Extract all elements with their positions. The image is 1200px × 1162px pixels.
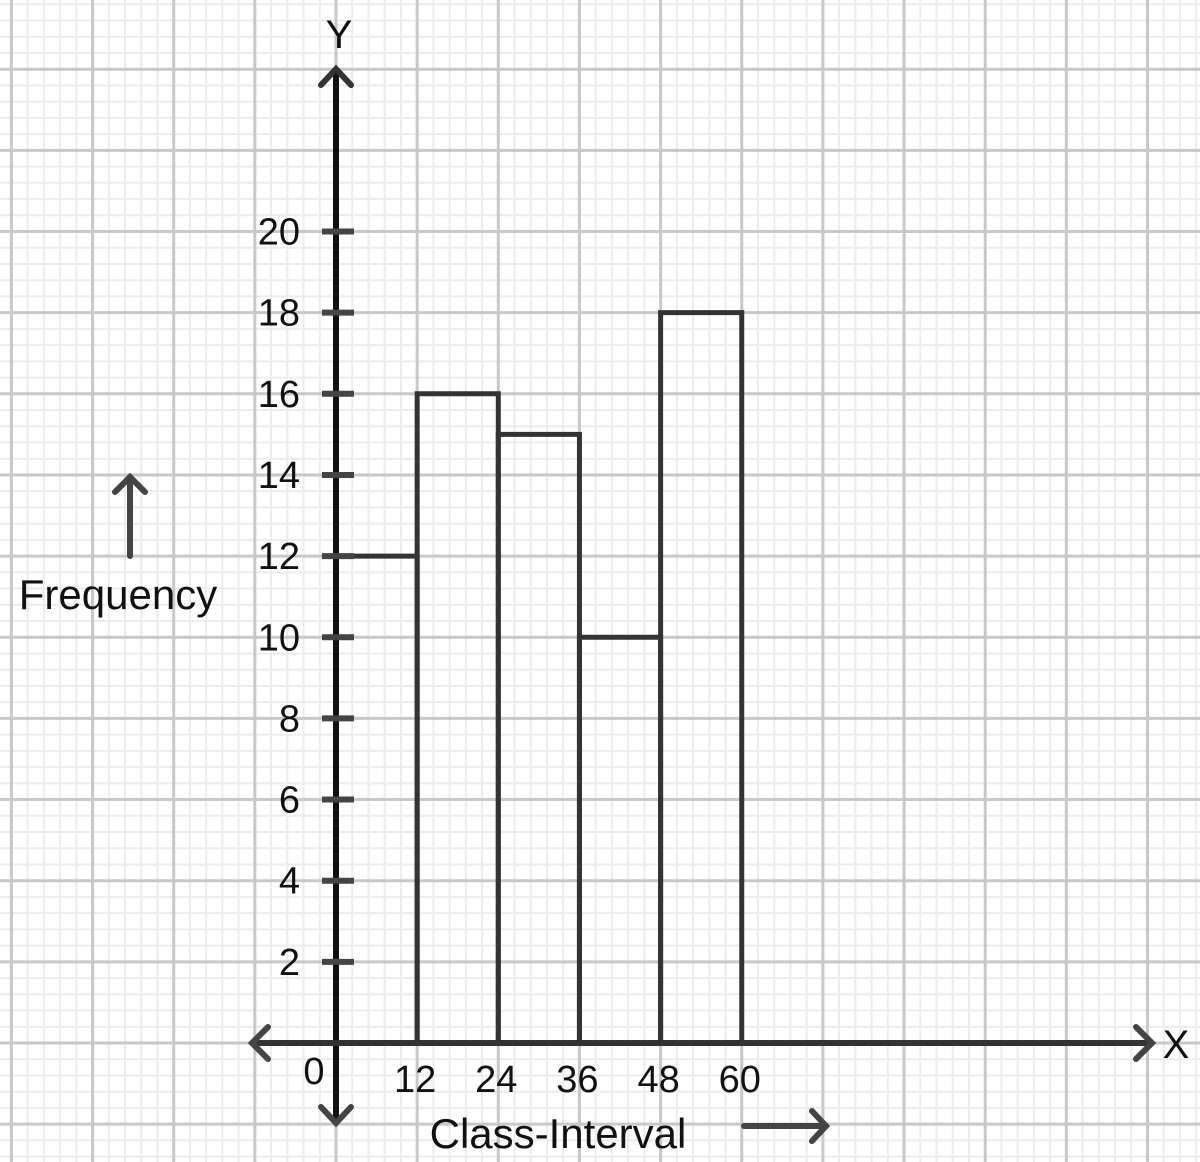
y-axis-down-arrow-icon [318, 1104, 354, 1128]
y-axis-letter: Y [326, 13, 353, 57]
y-tick-label: 2 [279, 942, 300, 984]
y-tick-label: 14 [258, 455, 300, 497]
y-tick-label: 4 [279, 861, 300, 903]
y-axis-title: Frequency [19, 571, 217, 618]
origin-label: 0 [303, 1051, 324, 1093]
frequency-up-arrow-icon [112, 472, 148, 559]
histogram-bar [658, 310, 745, 1043]
x-tick-label: 24 [475, 1059, 517, 1101]
x-tick-label: 12 [394, 1059, 436, 1101]
x-tick-label: 48 [637, 1059, 679, 1101]
x-tick-label: 36 [556, 1059, 598, 1101]
y-tick-label: 10 [258, 617, 300, 659]
y-tick-label: 6 [279, 780, 300, 822]
y-tick-label: 8 [279, 698, 300, 740]
x-axis-right-arrow-icon [1133, 1024, 1157, 1062]
x-axis-letter: X [1163, 1023, 1190, 1067]
y-tick-label: 16 [258, 374, 300, 416]
histogram-bar [576, 634, 664, 1043]
x-axis-title: Class-Interval [430, 1110, 687, 1157]
histogram-bar [495, 431, 582, 1043]
arrow-icons [112, 472, 831, 1144]
x-tick-label: 60 [719, 1059, 761, 1101]
y-tick-label: 18 [258, 293, 300, 335]
y-tick-label: 12 [258, 536, 300, 578]
axes [247, 64, 1157, 1128]
axis-labels: Y X 0 Class-Interval Frequency [19, 13, 1190, 1157]
x-axis-left-arrow-icon [247, 1024, 271, 1062]
y-tick-label: 20 [258, 212, 300, 254]
class-interval-right-arrow-icon [741, 1108, 831, 1144]
histogram-bars [333, 310, 745, 1043]
y-axis-up-arrow-icon [318, 64, 354, 88]
